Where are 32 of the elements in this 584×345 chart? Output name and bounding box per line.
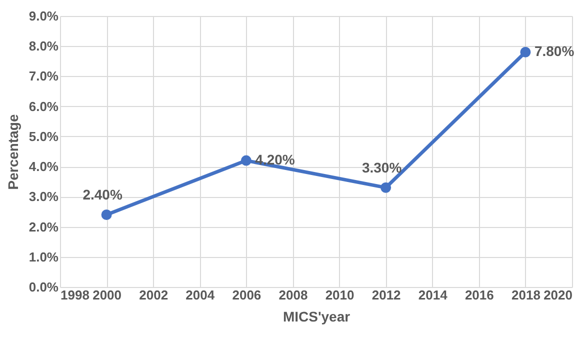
point	[380, 182, 392, 193]
x-tick-label: 2008	[278, 288, 308, 302]
y-tick-label: 4.0%	[28, 159, 59, 174]
x-tick-label: 2016	[464, 288, 494, 302]
data-label: 7.80%	[534, 43, 575, 60]
data-label: 4.20%	[255, 152, 296, 168]
point	[240, 155, 252, 166]
x-axis-title: MICS'year	[282, 308, 351, 324]
y-tick-label: 8.0%	[28, 38, 59, 54]
y-tick-label: 3.0%	[28, 189, 59, 204]
point	[101, 210, 112, 220]
x-tick-label: 1998	[60, 288, 90, 302]
x-tick-label: 2010	[325, 288, 354, 302]
point	[520, 46, 531, 58]
y-tick-label: 2.0%	[28, 219, 59, 234]
x-tick-label: 2012	[372, 288, 401, 302]
y-tick-label: 9.0%	[28, 8, 59, 24]
data-label: 3.30%	[362, 160, 402, 176]
x-tick-label: 2000	[92, 288, 122, 302]
y-tick-label: 0.0%	[28, 280, 59, 294]
y-tick-label: 7.0%	[28, 68, 59, 84]
data-label: 2.40%	[82, 186, 123, 203]
y-tick-label: 1.0%	[28, 249, 59, 264]
x-tick-label: 2014	[418, 288, 448, 302]
y-tick-label: 6.0%	[28, 98, 59, 114]
x-tick-label: 2020	[544, 288, 572, 302]
x-tick-label: 2018	[511, 288, 540, 302]
x-tick-label: 2004	[186, 288, 216, 302]
y-tick-label: 5.0%	[28, 128, 59, 144]
x-tick-label: 2002	[139, 288, 168, 302]
x-tick-label: 2006	[232, 288, 262, 302]
y-axis-title: Percentage	[4, 114, 21, 190]
